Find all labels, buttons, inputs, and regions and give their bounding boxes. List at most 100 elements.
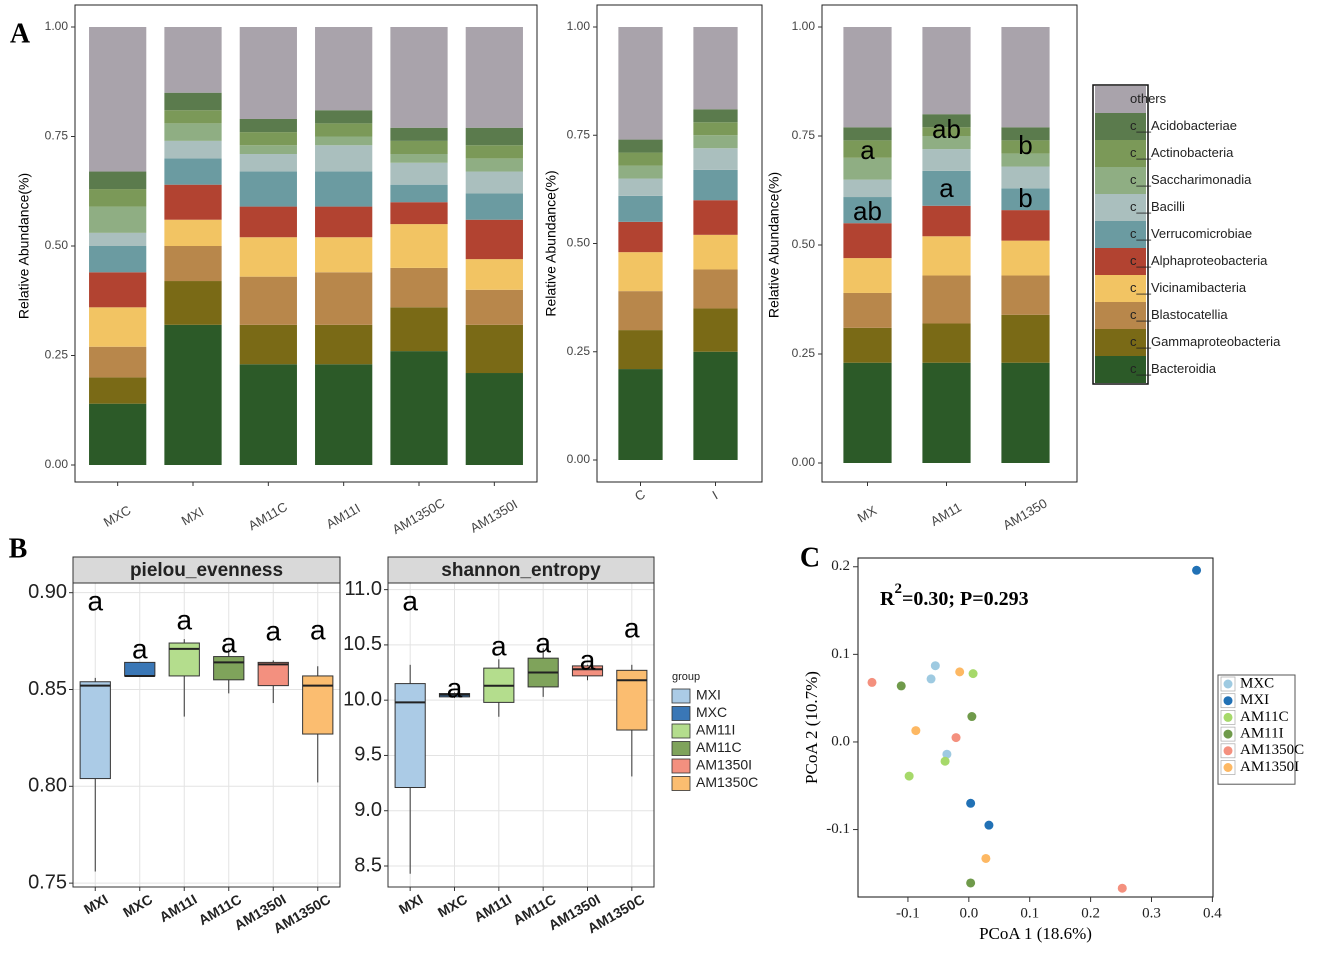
facet-title: shannon_entropy bbox=[441, 560, 601, 581]
bar-segment bbox=[89, 206, 147, 233]
bar-segment bbox=[693, 135, 738, 149]
bar-segment bbox=[843, 258, 892, 293]
bar-segment bbox=[693, 308, 738, 352]
y-tick-label: 0.0 bbox=[831, 733, 850, 749]
bar-segment bbox=[89, 189, 147, 207]
bar-segment bbox=[315, 237, 373, 273]
bar-segment bbox=[239, 276, 297, 325]
y-tick-label: 9.5 bbox=[354, 744, 382, 766]
point bbox=[984, 820, 994, 830]
significance-letter: a bbox=[939, 173, 954, 203]
x-tick-label: I bbox=[710, 488, 721, 503]
bar-segment bbox=[1001, 153, 1050, 167]
legend-swatch bbox=[1095, 221, 1146, 248]
significance-letter: a bbox=[447, 672, 463, 703]
bar-segment bbox=[1001, 362, 1050, 463]
y-tick-label: 1.00 bbox=[45, 19, 69, 33]
y-tick-label: 10.0 bbox=[343, 688, 382, 710]
x-tick-label: MXI bbox=[179, 504, 207, 529]
legend-swatch bbox=[1095, 302, 1146, 329]
bar-segment bbox=[843, 197, 892, 224]
x-tick-label: AM11I bbox=[471, 891, 514, 925]
y-tick-label: 0.2 bbox=[831, 558, 850, 574]
legend-label: AM1350I bbox=[696, 757, 752, 773]
bar-segment bbox=[843, 223, 892, 259]
legend-label: c__Vicinamibacteria bbox=[1130, 280, 1247, 295]
plot-panel bbox=[73, 583, 340, 887]
bar-segment bbox=[922, 170, 971, 206]
bar-segment bbox=[465, 259, 523, 290]
y-tick-label: 0.25 bbox=[792, 346, 816, 360]
legend-swatch bbox=[1095, 275, 1146, 302]
legend-frame bbox=[1217, 674, 1296, 785]
significance-letter: a bbox=[402, 585, 418, 616]
legend-marker bbox=[1223, 679, 1233, 689]
y-tick-label: -0.1 bbox=[826, 821, 850, 837]
bar-segment bbox=[618, 221, 663, 253]
plot-frame bbox=[857, 557, 1214, 898]
legend-label: AM11I bbox=[696, 722, 735, 738]
panel-label: A bbox=[10, 18, 31, 49]
x-tick-label: MXC bbox=[101, 502, 134, 529]
bar-segment bbox=[390, 184, 448, 203]
bar-segment bbox=[164, 324, 222, 465]
x-tick-label: 0.4 bbox=[1203, 905, 1222, 921]
bar-segment bbox=[239, 171, 297, 207]
facet-header bbox=[387, 556, 655, 584]
legend-marker bbox=[1223, 746, 1233, 756]
y-tick-label: 1.00 bbox=[567, 19, 591, 33]
bar-segment bbox=[465, 145, 523, 159]
x-tick-label: AM11C bbox=[246, 499, 290, 533]
bar-segment bbox=[693, 200, 738, 235]
significance-letter: a bbox=[132, 633, 148, 664]
bar-segment bbox=[843, 157, 892, 180]
x-tick-label: AM1350 bbox=[1000, 495, 1049, 532]
x-tick-label: MXI bbox=[396, 891, 426, 917]
x-tick-label: MXI bbox=[81, 891, 111, 917]
bar-segment bbox=[89, 403, 147, 465]
box bbox=[571, 665, 604, 677]
x-tick-label: 0.0 bbox=[959, 905, 978, 921]
legend-marker bbox=[1223, 712, 1233, 722]
legend-swatch bbox=[1095, 248, 1146, 275]
y-axis-label: Relative Abundance(%) bbox=[543, 170, 559, 316]
y-tick-label: 0.00 bbox=[567, 452, 591, 466]
bar-segment bbox=[89, 377, 147, 404]
bar-segment bbox=[315, 136, 373, 146]
bar-segment bbox=[239, 364, 297, 465]
y-tick-label: 0.50 bbox=[792, 237, 816, 251]
bar-segment bbox=[89, 27, 147, 172]
bar-segment bbox=[239, 206, 297, 238]
y-tick-label: 0.75 bbox=[45, 129, 69, 143]
box bbox=[257, 661, 289, 687]
box bbox=[394, 683, 426, 789]
bar-segment bbox=[315, 272, 373, 325]
x-tick-label: AM1350C bbox=[390, 495, 448, 537]
point bbox=[867, 677, 877, 687]
y-tick-label: 11.0 bbox=[345, 578, 382, 600]
bar-segment bbox=[89, 272, 147, 308]
bar-segment bbox=[315, 145, 373, 172]
bar-segment bbox=[89, 232, 147, 246]
significance-letter: a bbox=[310, 614, 326, 645]
point bbox=[966, 798, 976, 808]
legend-swatch bbox=[1095, 167, 1146, 194]
bar-segment bbox=[843, 179, 892, 198]
bar-segment bbox=[1001, 188, 1050, 211]
panel-label: C bbox=[800, 542, 820, 573]
bar-segment bbox=[922, 114, 971, 128]
x-tick-label: AM11I bbox=[157, 891, 200, 925]
x-tick-label: AM11I bbox=[324, 500, 363, 531]
legend-key bbox=[671, 723, 691, 739]
legend-label: MXC bbox=[1240, 675, 1274, 691]
annotation-sup: 2 bbox=[894, 581, 902, 597]
legend-swatch bbox=[1095, 329, 1146, 356]
facet-header bbox=[72, 556, 341, 584]
bar-segment bbox=[390, 307, 448, 352]
bar-segment bbox=[89, 246, 147, 273]
y-tick-label: 10.5 bbox=[343, 633, 382, 655]
legend-marker bbox=[1223, 763, 1233, 772]
bar-segment bbox=[315, 364, 373, 465]
significance-letter: a bbox=[87, 585, 103, 616]
